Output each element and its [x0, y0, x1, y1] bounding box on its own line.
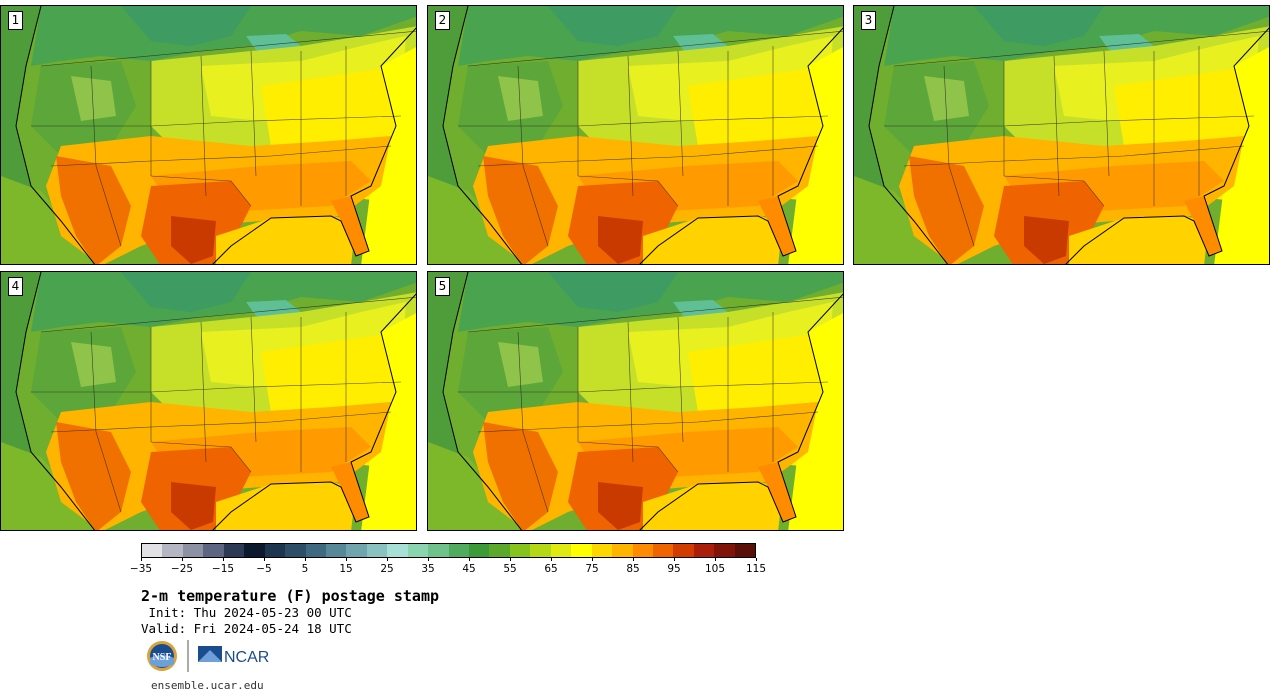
colorbar-swatch: [325, 544, 347, 557]
colorbar-swatch: [305, 544, 326, 557]
colorbar-swatch: [714, 544, 735, 557]
member-label: 3: [861, 11, 876, 30]
temperature-map: [1, 272, 416, 530]
temperature-map: [854, 6, 1269, 264]
colorbar-swatch: [673, 544, 694, 557]
colorbar-swatch: [366, 544, 388, 557]
colorbar-swatch: [162, 544, 183, 557]
member-label: 4: [8, 277, 23, 296]
colorbar-tick-label: 65: [531, 558, 571, 575]
colorbar-tick-label: 55: [490, 558, 530, 575]
colorbar-swatch: [612, 544, 633, 557]
colorbar-tick-label: 25: [367, 558, 407, 575]
logos: NSF NCAR: [144, 638, 274, 674]
map-panel-3[interactable]: 3: [853, 5, 1270, 265]
colorbar-swatch: [550, 544, 572, 557]
colorbar-swatch: [632, 544, 653, 557]
init-time: Init: Thu 2024-05-23 00 UTC: [141, 605, 352, 620]
colorbar-swatch: [182, 544, 204, 557]
valid-time: Valid: Fri 2024-05-24 18 UTC: [141, 621, 352, 636]
colorbar-swatch: [509, 544, 531, 557]
colorbar-tick-label: 5: [285, 558, 325, 575]
colorbar-swatch: [489, 544, 510, 557]
colorbar-swatch: [346, 544, 367, 557]
figure-title: 2-m temperature (F) postage stamp: [141, 587, 440, 605]
colorbar-swatch: [469, 544, 490, 557]
colorbar-tick-label: 15: [326, 558, 366, 575]
colorbar-ticks: −35 −25 −15 −5 5 15 25 35 45 55 65 75 85 95 105 115: [130, 558, 766, 578]
temperature-map: [1, 6, 416, 264]
website-url[interactable]: ensemble.ucar.edu: [151, 679, 264, 692]
colorbar-tick-label: 45: [449, 558, 489, 575]
map-panel-5[interactable]: 5: [427, 271, 844, 531]
temperature-map: [428, 6, 843, 264]
nsf-logo-icon: NSF: [147, 641, 177, 671]
colorbar-swatch: [264, 544, 286, 557]
colorbar-tick-label: 115: [736, 558, 776, 575]
map-panel-2[interactable]: 2: [427, 5, 844, 265]
colorbar-swatch: [407, 544, 429, 557]
colorbar-swatch: [244, 544, 265, 557]
colorbar-swatch: [387, 544, 408, 557]
member-label: 5: [435, 277, 450, 296]
colorbar-tick-label: −35: [121, 558, 161, 575]
colorbar-swatch: [571, 544, 592, 557]
nsf-logo-text: NSF: [153, 652, 172, 663]
colorbar-tick-label: −5: [244, 558, 284, 575]
colorbar-tick-label: 85: [613, 558, 653, 575]
temperature-map: [428, 272, 843, 530]
colorbar-tick-label: 75: [572, 558, 612, 575]
map-panel-4[interactable]: 4: [0, 271, 417, 531]
temperature-colorbar: [141, 543, 756, 558]
colorbar-tick-label: 105: [695, 558, 735, 575]
colorbar-swatch: [142, 544, 163, 557]
colorbar-swatch: [428, 544, 449, 557]
colorbar-swatch: [530, 544, 551, 557]
colorbar-swatch: [223, 544, 245, 557]
colorbar-tick-label: −15: [203, 558, 243, 575]
ncar-logo-text: NCAR: [224, 649, 269, 666]
colorbar-swatch: [203, 544, 224, 557]
map-panel-1[interactable]: 1: [0, 5, 417, 265]
colorbar-swatch: [448, 544, 469, 557]
ncar-logo-icon: NCAR: [198, 646, 269, 666]
colorbar-swatch: [734, 544, 756, 557]
colorbar-swatch: [693, 544, 715, 557]
colorbar-swatch: [591, 544, 613, 557]
colorbar-swatch: [652, 544, 674, 557]
member-label: 1: [8, 11, 23, 30]
colorbar-tick-label: 95: [654, 558, 694, 575]
colorbar-tick-label: −25: [162, 558, 202, 575]
colorbar-swatch: [285, 544, 306, 557]
member-label: 2: [435, 11, 450, 30]
colorbar-tick-label: 35: [408, 558, 448, 575]
